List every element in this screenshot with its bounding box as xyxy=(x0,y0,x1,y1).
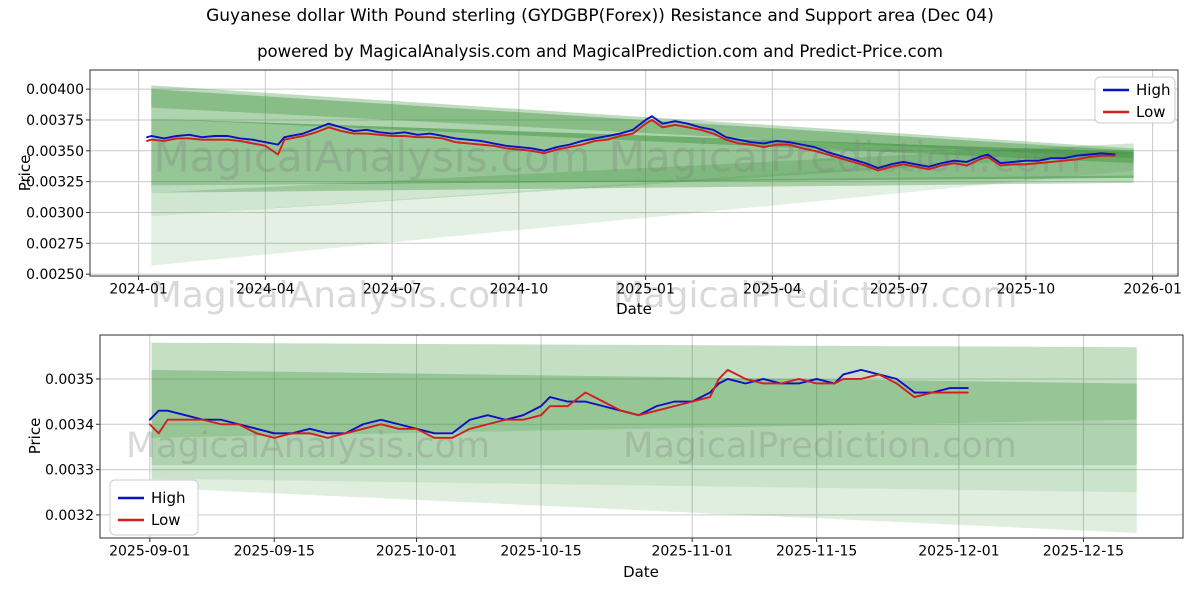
y-tick-label: 0.00275 xyxy=(26,236,84,252)
y-tick-label: 0.00375 xyxy=(26,113,84,129)
x-tick-label: 2025-01 xyxy=(616,282,675,298)
watermark-text: MagicalAnalysis.com xyxy=(154,133,591,182)
y-tick-label: 0.00325 xyxy=(26,175,84,191)
watermark-text: MagicalPrediction.com xyxy=(623,426,1017,466)
support-resistance-band xyxy=(151,175,1134,193)
support-resistance-band xyxy=(151,465,1137,493)
y-tick-label: 0.00400 xyxy=(26,82,84,98)
series-line-high xyxy=(146,115,1116,170)
y-tick-label: 0.00350 xyxy=(26,144,84,160)
support-resistance-band xyxy=(151,149,1134,266)
x-tick-label: 2025-10-01 xyxy=(376,544,457,560)
plot-frame xyxy=(99,334,1184,539)
legend-label-high: High xyxy=(151,489,185,507)
x-axis-label: Date xyxy=(623,563,659,581)
series-line-low xyxy=(148,368,969,439)
y-tick-label: 0.00250 xyxy=(26,267,84,283)
x-tick-label: 2025-10 xyxy=(997,282,1056,298)
legend-label-high: High xyxy=(1136,81,1170,99)
y-tick-label: 0.0033 xyxy=(45,463,94,479)
x-tick-label: 2025-09-01 xyxy=(109,544,190,560)
y-axis-label: Price xyxy=(26,418,44,455)
support-resistance-band xyxy=(151,419,1137,466)
x-tick-label: 2024-10 xyxy=(490,282,549,298)
support-resistance-band xyxy=(151,369,1137,438)
y-axis-label: Price xyxy=(16,155,34,192)
x-tick-label: 2025-07 xyxy=(870,282,929,298)
y-tick-label: 0.00300 xyxy=(26,205,84,221)
legend-label-low: Low xyxy=(1136,103,1166,121)
x-tick-label: 2025-12-15 xyxy=(1043,544,1124,560)
legend-label-low: Low xyxy=(151,511,181,529)
x-tick-label: 2024-04 xyxy=(236,282,295,298)
y-tick-label: 0.0035 xyxy=(45,372,94,388)
x-tick-label: 2024-07 xyxy=(363,282,422,298)
plot-frame xyxy=(89,69,1179,277)
y-tick-label: 0.0034 xyxy=(45,417,94,433)
series-line-low xyxy=(146,119,1116,172)
x-axis-label: Date xyxy=(616,300,652,318)
y-tick-label: 0.0032 xyxy=(45,508,94,524)
x-tick-label: 2025-04 xyxy=(743,282,802,298)
x-tick-label: 2025-12-01 xyxy=(918,544,999,560)
watermark-text: MagicalPrediction.com xyxy=(613,275,1018,316)
x-tick-label: 2025-11-15 xyxy=(776,544,857,560)
chart-subtitle: powered by MagicalAnalysis.com and Magic… xyxy=(257,42,943,61)
watermark-text: MagicalAnalysis.com xyxy=(126,426,490,466)
x-tick-label: 2025-10-15 xyxy=(500,544,581,560)
x-tick-label: 2026-01 xyxy=(1123,282,1182,298)
x-tick-label: 2025-09-15 xyxy=(234,544,315,560)
support-resistance-band xyxy=(151,143,1134,217)
x-tick-label: 2024-01 xyxy=(109,282,168,298)
watermark-text: MagicalAnalysis.com xyxy=(151,275,525,316)
support-resistance-band xyxy=(151,478,1137,534)
chart-title: Guyanese dollar With Pound sterling (GYD… xyxy=(206,6,994,26)
x-tick-label: 2025-11-01 xyxy=(651,544,732,560)
